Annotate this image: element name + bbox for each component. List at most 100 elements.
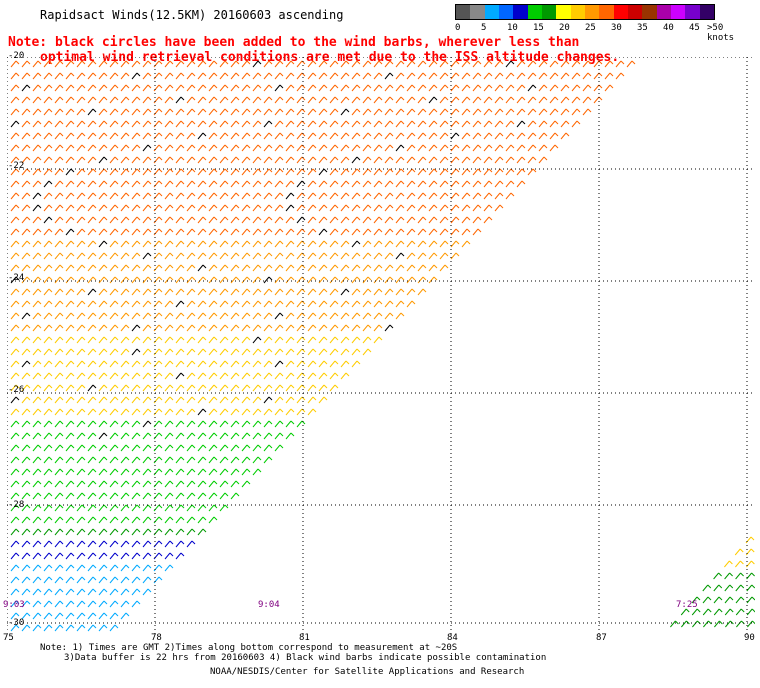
wind-barb (318, 252, 328, 260)
wind-barb (219, 324, 229, 332)
wind-barb (274, 396, 284, 404)
wind-barb (373, 288, 383, 296)
wind-barb (142, 504, 152, 512)
wind-barb (746, 572, 755, 580)
wind-barb (428, 132, 438, 140)
wind-barb (208, 300, 218, 308)
wind-barb (120, 480, 130, 488)
wind-barb (395, 168, 405, 176)
wind-barb (384, 192, 394, 200)
wind-barb (32, 144, 42, 152)
wind-barb (362, 228, 372, 236)
wind-barb (230, 216, 240, 224)
wind-barb (197, 324, 207, 332)
wind-barb (483, 108, 493, 116)
wind-barb (120, 72, 130, 80)
wind-barb (21, 480, 31, 488)
wind-barb (76, 528, 86, 536)
wind-barb (252, 156, 262, 164)
wind-barb (340, 372, 350, 380)
wind-barb (175, 396, 185, 404)
wind-barb (65, 240, 75, 248)
wind-barb (21, 240, 31, 248)
wind-barb (208, 144, 218, 152)
wind-barb (76, 420, 86, 428)
wind-barb (724, 560, 733, 568)
wind-barb (65, 444, 75, 452)
wind-barb (450, 204, 460, 212)
wind-barb (318, 228, 328, 236)
wind-barb (329, 72, 339, 80)
wind-barb (505, 168, 515, 176)
wind-barb (252, 384, 262, 392)
wind-barb (472, 132, 482, 140)
wind-barb (175, 216, 185, 224)
wind-barb (142, 312, 152, 320)
wind-barb (32, 576, 42, 584)
wind-barb (428, 108, 438, 116)
wind-barb (131, 504, 141, 512)
wind-barb (241, 192, 251, 200)
wind-barb (417, 168, 427, 176)
wind-barb (76, 516, 86, 524)
wind-barb (274, 312, 284, 320)
wind-barb (43, 204, 53, 212)
wind-barb (43, 396, 53, 404)
wind-barb (494, 72, 504, 80)
wind-barb (241, 432, 251, 440)
wind-barb (208, 504, 218, 512)
wind-barb (54, 300, 64, 308)
wind-barb (54, 240, 64, 248)
wind-barb (285, 192, 295, 200)
wind-barb (571, 60, 581, 68)
wind-barb (734, 548, 744, 556)
wind-barb (175, 132, 185, 140)
wind-barb (43, 84, 53, 92)
wind-barb (516, 108, 526, 116)
wind-barb (483, 216, 493, 224)
wind-barb (87, 108, 97, 116)
map-title: Rapidsact Winds(12.5KM) 20160603 ascendi… (40, 8, 344, 22)
wind-barb (505, 180, 515, 188)
wind-barb (109, 252, 119, 260)
wind-barb (724, 584, 734, 592)
wind-barb (186, 516, 196, 524)
wind-barb (98, 540, 108, 548)
wind-barb (362, 84, 372, 92)
wind-barb (32, 624, 42, 632)
wind-barb (571, 108, 581, 116)
wind-barb (241, 360, 251, 368)
wind-barb (43, 300, 53, 308)
wind-barb (263, 324, 273, 332)
wind-barb (329, 324, 339, 332)
wind-barb (87, 516, 97, 524)
wind-barb (208, 492, 218, 500)
wind-barb (98, 516, 108, 524)
wind-barb (10, 96, 20, 104)
wind-barb (241, 120, 251, 128)
wind-barb (10, 204, 20, 212)
wind-barb (395, 180, 405, 188)
wind-barb (252, 276, 262, 284)
legend-tick-label: 5 (481, 23, 487, 33)
wind-barb (384, 324, 394, 332)
wind-barb (43, 624, 53, 632)
wind-barb (461, 120, 471, 128)
wind-barb (164, 228, 174, 236)
wind-barb (428, 240, 438, 248)
wind-barb (32, 108, 42, 116)
wind-barb (318, 120, 328, 128)
wind-barb (362, 96, 372, 104)
wind-barb (713, 608, 723, 616)
wind-barb (527, 120, 537, 128)
wind-barb (10, 576, 20, 584)
wind-barb (703, 620, 712, 628)
wind-barb (725, 620, 734, 628)
wind-barb (76, 240, 86, 248)
wind-barb (428, 120, 438, 128)
wind-barb (98, 156, 108, 164)
wind-barb (164, 168, 174, 176)
wind-barb (285, 300, 295, 308)
wind-barb (87, 624, 97, 632)
footer-credit: NOAA/NESDIS/Center for Satellite Applica… (210, 667, 525, 677)
